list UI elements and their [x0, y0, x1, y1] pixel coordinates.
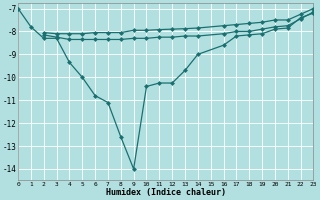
- X-axis label: Humidex (Indice chaleur): Humidex (Indice chaleur): [106, 188, 226, 197]
